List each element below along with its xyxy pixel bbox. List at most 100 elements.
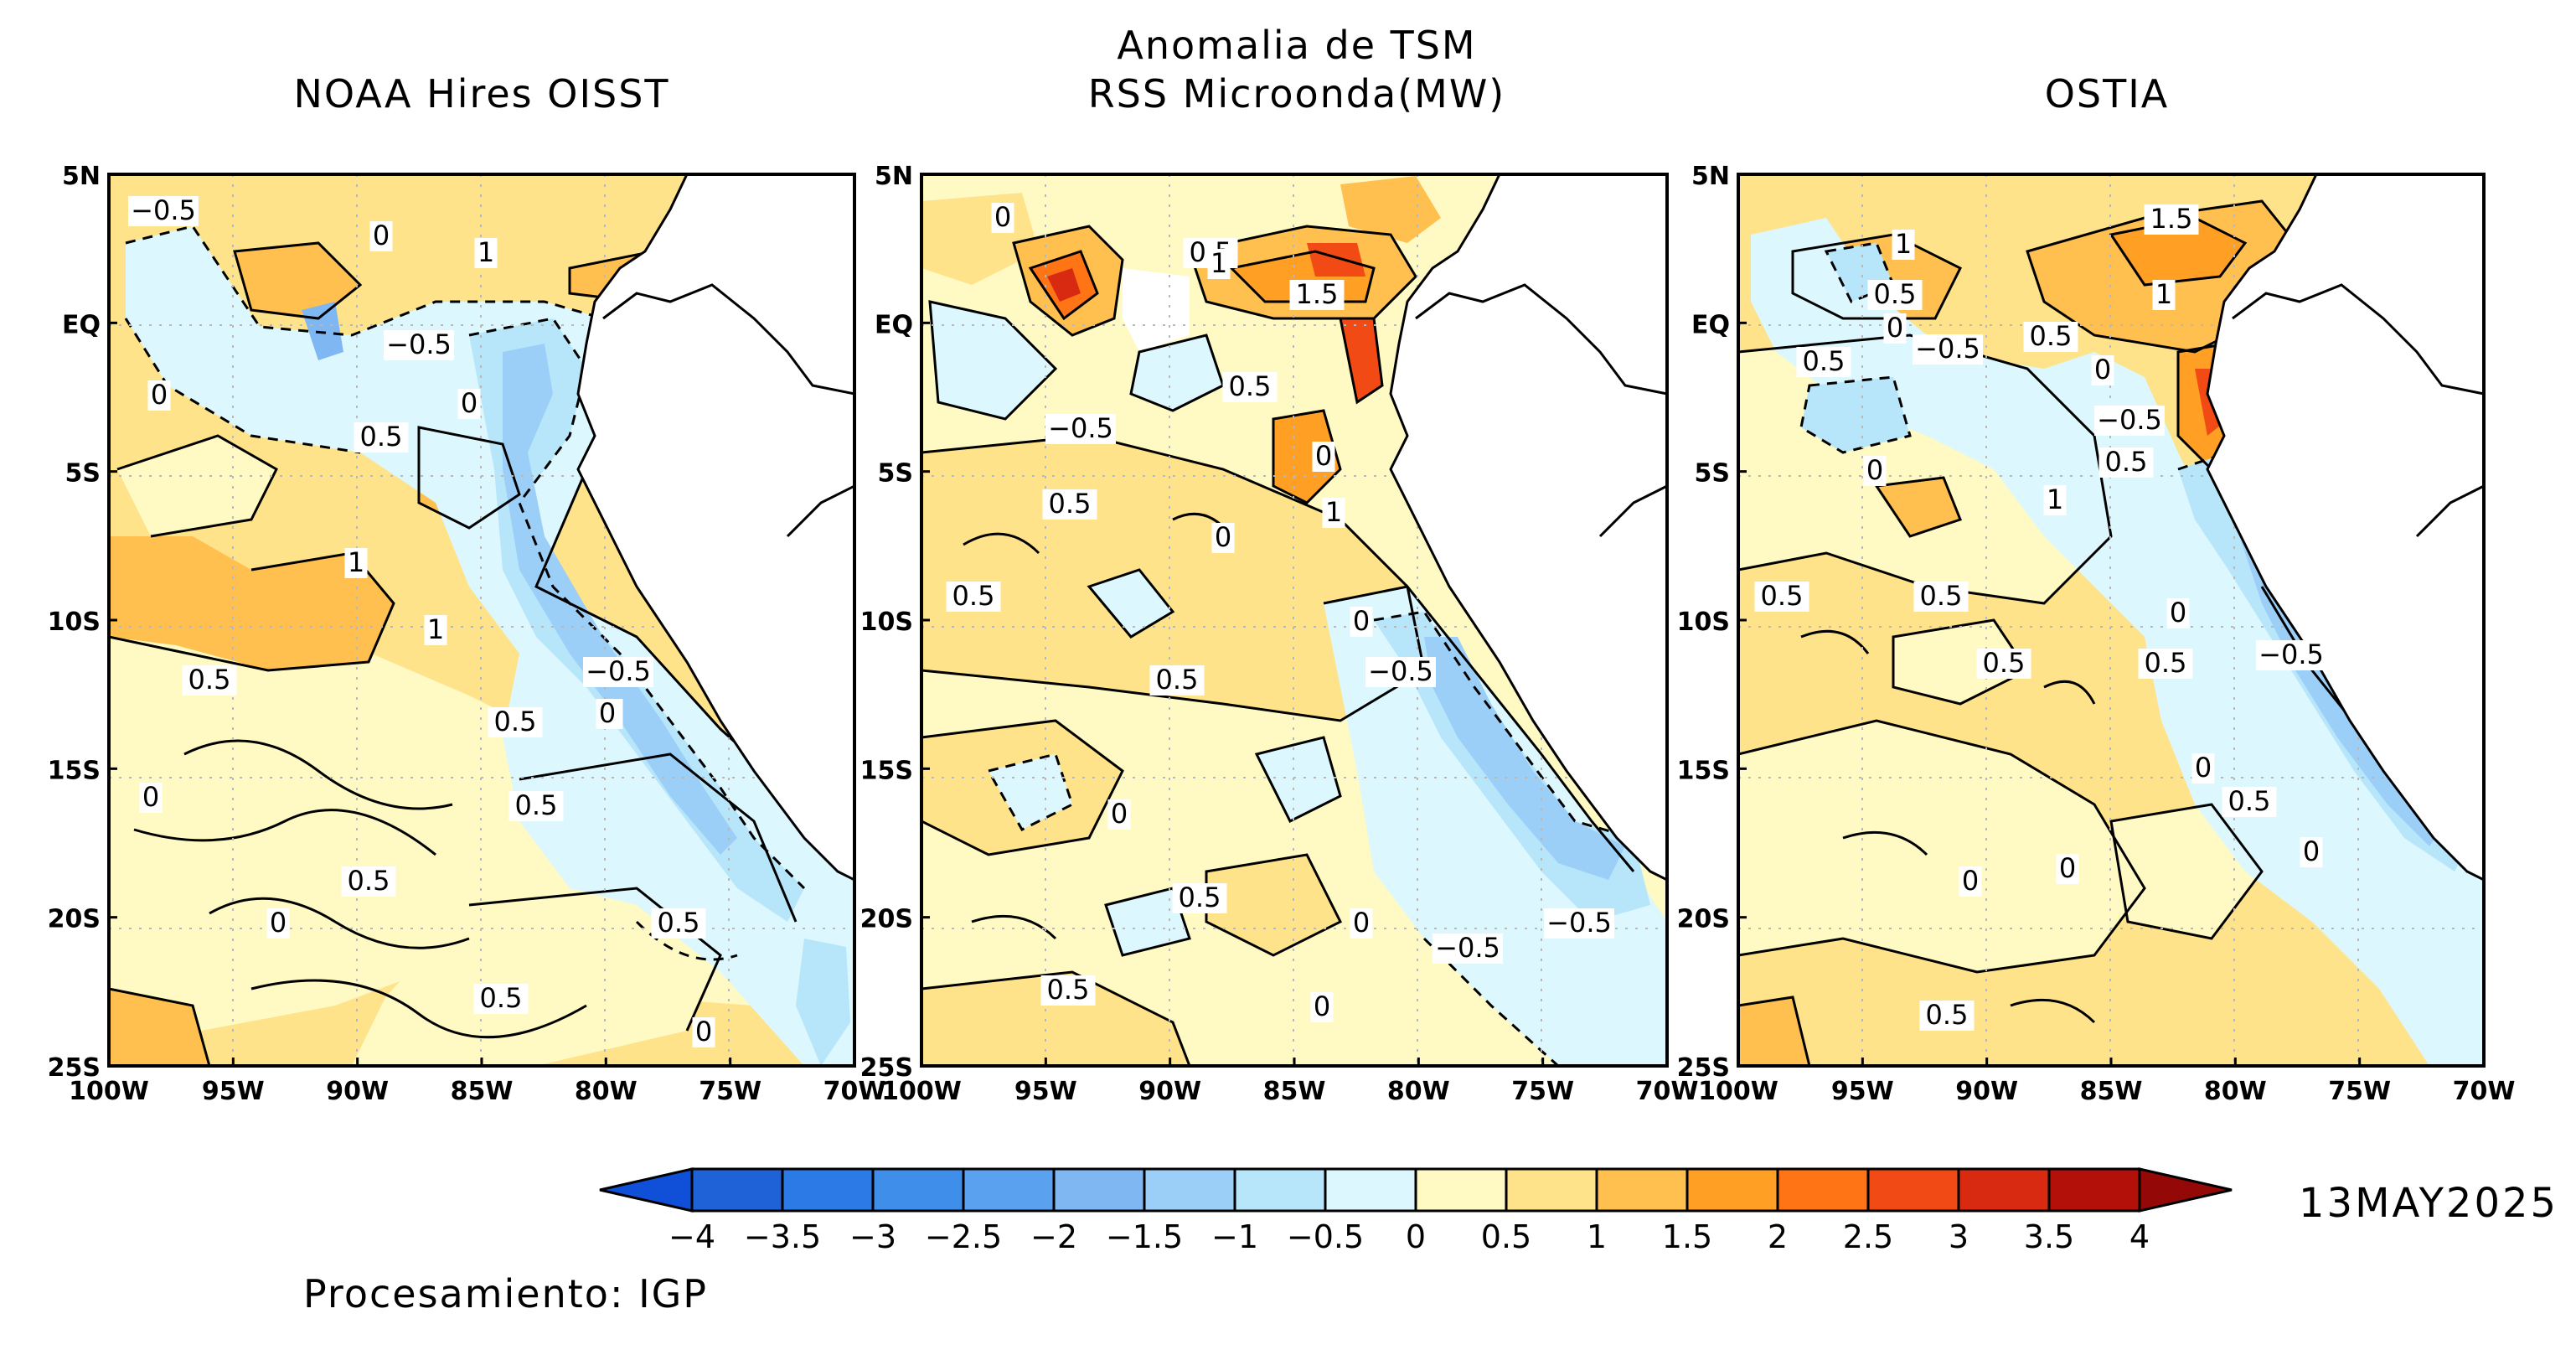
lat-tick-label: 10S [860, 608, 913, 637]
lat-tick-label: 25S [48, 1053, 101, 1083]
contour-label-bg [1222, 372, 1278, 402]
lon-tick-label: 85W [2080, 1077, 2143, 1106]
colorbar-tick-label: −1 [1211, 1218, 1258, 1255]
lon-tick-label: 70W [1636, 1077, 1699, 1106]
colorbar-tick-label: −3.5 [744, 1218, 821, 1255]
contour-label-bg [508, 791, 564, 821]
contour-label-bg [2166, 598, 2190, 628]
contour-label: 0.5 [2105, 446, 2148, 478]
lon-tick-label: 90W [326, 1077, 389, 1106]
contour-label: 0.5 [188, 664, 231, 696]
contour-label: 0.5 [952, 580, 995, 612]
contour-label-bg [1107, 799, 1131, 830]
lon-tick-label: 95W [1831, 1077, 1894, 1106]
contour-label-bg [946, 582, 1001, 612]
contour-label-bg [1433, 934, 1503, 964]
contour-label: 1 [478, 236, 494, 268]
lat-tick-label: 25S [1677, 1053, 1730, 1083]
contour-label: −0.5 [1915, 333, 1980, 365]
colorbar-swatch [1685, 1167, 1779, 1213]
contour-label: 0.5 [1983, 647, 2026, 679]
lon-tick-label: 95W [202, 1077, 265, 1106]
contour-label-bg [2144, 204, 2199, 235]
contour-label-bg [424, 615, 447, 645]
lon-tick-label: 90W [1138, 1077, 1201, 1106]
colorbar-right-arrow [2138, 1167, 2233, 1213]
lon-tick-label: 100W [881, 1077, 962, 1106]
colorbar: −4 −3.5 −3 −2.5 −2 −1.5 −1 −0.5 0 0.5 1 1.5 2 2.5 3 3.5… [599, 1167, 2233, 1255]
colorbar-swatch [1866, 1167, 1960, 1213]
lon-tick-label: 80W [575, 1077, 638, 1106]
contour-label-bg [1796, 347, 1851, 377]
colorbar-tick-label: 0.5 [1481, 1218, 1531, 1255]
contour-label-bg [1867, 280, 1923, 310]
contour-label-bg [384, 330, 454, 360]
colorbar-swatch [690, 1167, 784, 1213]
lon-tick-label: 75W [1511, 1077, 1574, 1106]
colorbar-swatch [1505, 1167, 1598, 1213]
colorbar-swatch [1233, 1167, 1327, 1213]
colorbar-tick-label: −0.5 [1287, 1218, 1364, 1255]
contour-label: 0 [270, 907, 287, 939]
contour-label-bg [354, 422, 409, 453]
contour-label-bg [1289, 280, 1345, 310]
contour-label-bg [2152, 280, 2176, 310]
contour-label: 1.5 [1296, 278, 1339, 310]
colorbar-swatch [871, 1167, 965, 1213]
contour-label-bg [2138, 649, 2193, 679]
contour-label-bg [1350, 607, 1373, 637]
contour-label-bg [1042, 489, 1097, 520]
contour-label: −0.5 [2097, 404, 2162, 436]
panel-title-noaa: NOAA Hires OISST [293, 71, 669, 116]
contour-label-bg [344, 548, 368, 578]
contour-label-bg [2094, 406, 2165, 436]
lat-tick-label: 5N [62, 162, 101, 191]
contour-label: 0 [461, 387, 478, 419]
lon-tick-label: 100W [69, 1077, 149, 1106]
lon-tick-label: 95W [1014, 1077, 1077, 1106]
contour-label-bg [1892, 230, 1915, 260]
lon-tick-label: 80W [2204, 1077, 2267, 1106]
contour-label: −0.5 [386, 328, 452, 360]
contour-label-bg [1544, 908, 1614, 939]
lat-tick-label: 25S [860, 1053, 913, 1083]
lon-tick-label: 100W [1698, 1077, 1778, 1106]
contour-label: 0.5 [2145, 647, 2187, 679]
lat-tick-label: 15S [860, 756, 913, 785]
colorbar-tick-label: −1.5 [1106, 1218, 1183, 1255]
colorbar-swatch [1595, 1167, 1689, 1213]
contour-label: 0 [2094, 354, 2111, 385]
contour-label-bg [369, 221, 393, 251]
colorbar-tick-label: 3 [1949, 1218, 1969, 1255]
contour-label: 0 [2059, 852, 2076, 884]
colorbar-tick-label: −2.5 [925, 1218, 1002, 1255]
contour-label-bg [2056, 854, 2079, 884]
lon-tick-label: 70W [823, 1077, 886, 1106]
lat-tick-label: 5N [1691, 162, 1730, 191]
contour-label: 0.5 [1179, 882, 1221, 913]
contour-label-bg [2091, 355, 2114, 385]
contour-label-bg [2191, 753, 2215, 784]
contour-label: 1 [2047, 484, 2063, 515]
contour-label: 0 [1962, 865, 1979, 897]
contour-label: 1 [1895, 228, 1912, 260]
contour-label: 0 [151, 379, 168, 411]
colorbar-swatch [1414, 1167, 1508, 1213]
footer-credit: Procesamiento: IGP [303, 1271, 708, 1316]
contour-label: 0 [1111, 798, 1128, 830]
lat-tick-label: 5S [1695, 459, 1730, 489]
contour-label: −0.5 [1368, 655, 1433, 687]
contour-label-bg [128, 196, 199, 226]
contour-label: 0.5 [1761, 580, 1804, 612]
colorbar-swatch [962, 1167, 1056, 1213]
contour-label-bg [2023, 322, 2078, 352]
contour-label: 0 [1866, 454, 1883, 486]
contour-label-bg [583, 657, 653, 687]
contour-label: −0.5 [1546, 907, 1612, 939]
contour-label-bg [1959, 866, 1982, 897]
contour-label: 0.5 [1229, 370, 1272, 402]
contour-label-bg [991, 203, 1014, 233]
lat-tick-label: EQ [62, 310, 101, 339]
